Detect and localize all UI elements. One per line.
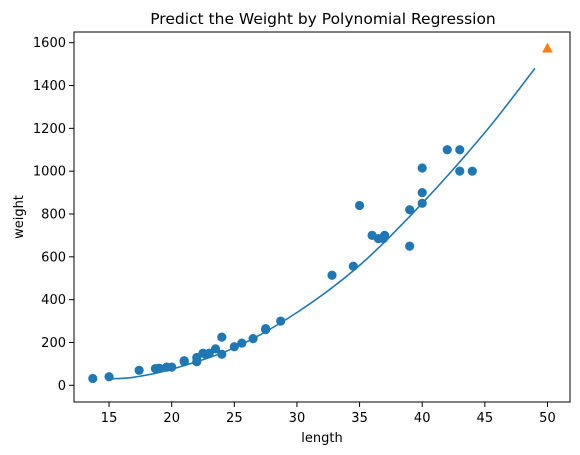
data-point xyxy=(348,261,358,271)
data-point xyxy=(455,166,465,176)
x-tick-label: 30 xyxy=(289,411,306,426)
data-point xyxy=(217,332,227,342)
data-point xyxy=(179,356,189,366)
y-tick-label: 800 xyxy=(41,208,66,223)
y-tick-label: 1400 xyxy=(33,79,66,94)
y-tick-label: 600 xyxy=(41,250,66,265)
predicted-point xyxy=(542,42,553,53)
x-tick-label: 35 xyxy=(351,411,368,426)
data-point xyxy=(467,166,477,176)
x-tick-label: 50 xyxy=(539,411,556,426)
data-point xyxy=(442,145,452,155)
x-tick-label: 40 xyxy=(414,411,431,426)
y-axis-ticks: 0 200 400 600 800 1000 1200 1400 1600 xyxy=(33,36,74,394)
x-axis-label: length xyxy=(301,431,342,446)
data-point xyxy=(88,373,98,384)
data-point xyxy=(134,365,144,375)
data-point xyxy=(417,187,427,198)
y-tick-label: 1200 xyxy=(33,122,66,137)
data-point xyxy=(154,363,164,373)
plot-area: 15 20 25 30 35 40 45 50 0 200 400 600 800 1000 1200 14… xyxy=(33,31,571,426)
y-tick-label: 400 xyxy=(41,293,66,308)
y-axis-label: weight xyxy=(12,195,27,239)
x-tick-label: 45 xyxy=(477,411,494,426)
y-tick-label: 0 xyxy=(58,379,66,394)
y-tick-label: 1000 xyxy=(33,165,66,180)
chart-title: Predict the Weight by Polynomial Regress… xyxy=(150,10,496,28)
data-point xyxy=(327,270,337,280)
data-point xyxy=(354,200,365,211)
x-tick-label: 25 xyxy=(226,411,243,426)
data-point xyxy=(455,145,465,155)
regression-curve xyxy=(109,67,536,380)
data-marks xyxy=(88,42,553,384)
axes-frame xyxy=(73,31,571,403)
data-point xyxy=(210,344,221,354)
y-tick-label: 1600 xyxy=(33,36,66,51)
x-axis-ticks: 15 20 25 30 35 40 45 50 xyxy=(101,402,556,426)
data-point xyxy=(104,372,114,382)
x-tick-label: 20 xyxy=(163,411,180,426)
data-point xyxy=(405,241,415,251)
data-point xyxy=(380,230,390,241)
data-point xyxy=(405,205,415,215)
y-tick-label: 200 xyxy=(41,336,66,351)
data-point xyxy=(417,163,427,173)
x-tick-label: 15 xyxy=(101,411,118,426)
